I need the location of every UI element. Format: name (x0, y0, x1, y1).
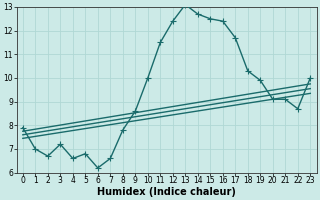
X-axis label: Humidex (Indice chaleur): Humidex (Indice chaleur) (97, 187, 236, 197)
